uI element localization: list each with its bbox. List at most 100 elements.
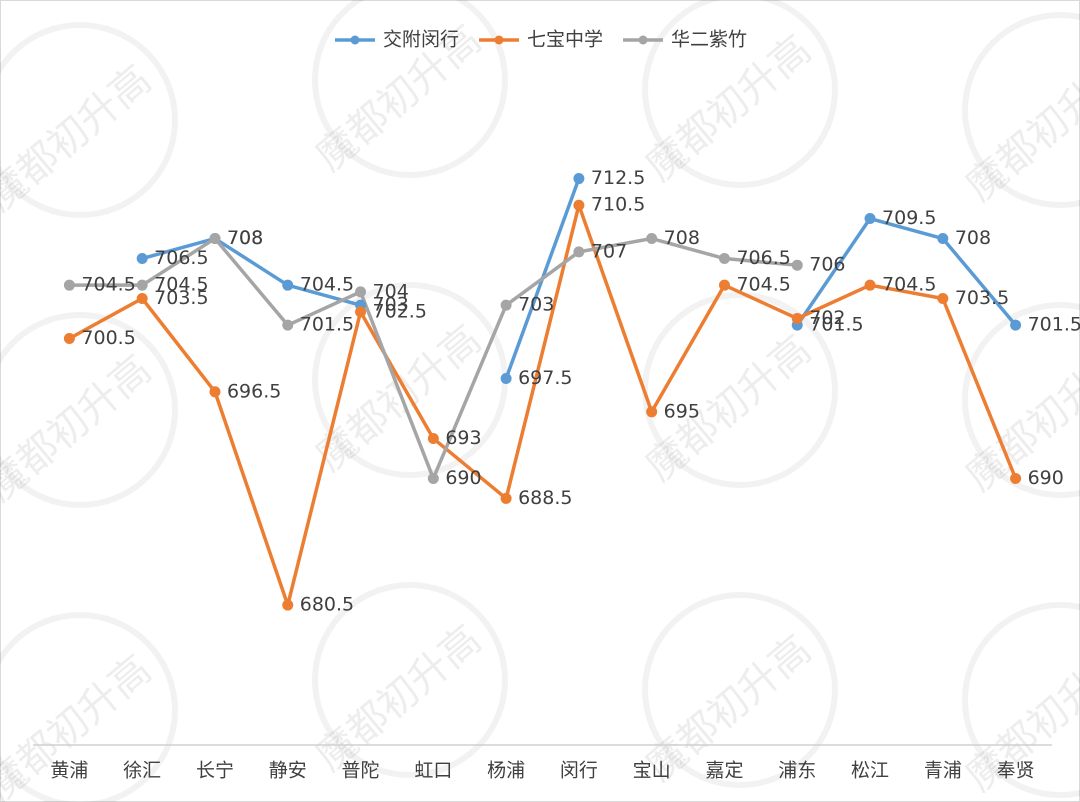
data-point bbox=[500, 492, 512, 504]
data-label: 700.5 bbox=[81, 327, 135, 349]
data-label: 708 bbox=[227, 227, 263, 249]
x-tick-label: 嘉定 bbox=[705, 760, 743, 782]
x-tick-label: 黄浦 bbox=[50, 760, 88, 782]
data-label: 712.5 bbox=[591, 167, 645, 189]
data-label: 703.5 bbox=[154, 287, 208, 309]
data-point bbox=[500, 299, 512, 311]
watermark-ring bbox=[962, 302, 1080, 498]
data-point bbox=[718, 279, 730, 291]
data-point bbox=[63, 332, 75, 344]
data-label: 703 bbox=[518, 294, 554, 316]
watermark-ring bbox=[312, 582, 508, 778]
data-label: 708 bbox=[955, 227, 991, 249]
data-point bbox=[646, 406, 658, 418]
legend-label: 华二紫竹 bbox=[671, 29, 747, 51]
data-label: 696.5 bbox=[227, 380, 281, 402]
data-point bbox=[209, 233, 221, 245]
x-tick-label: 奉贤 bbox=[997, 760, 1035, 782]
data-point bbox=[1010, 319, 1022, 331]
data-label: 704.5 bbox=[882, 274, 936, 296]
data-label: 693 bbox=[445, 427, 481, 449]
watermark-ring bbox=[312, 0, 508, 178]
data-label: 701.5 bbox=[1028, 314, 1080, 336]
data-label: 690 bbox=[445, 467, 481, 489]
data-label: 706.5 bbox=[736, 247, 790, 269]
legend-marker bbox=[350, 35, 360, 45]
data-point bbox=[282, 279, 294, 291]
data-point bbox=[646, 233, 658, 245]
x-tick-label: 闵行 bbox=[560, 760, 598, 782]
x-tick-label: 长宁 bbox=[196, 760, 234, 782]
data-point bbox=[355, 286, 367, 298]
data-point bbox=[136, 293, 148, 305]
legend-label: 七宝中学 bbox=[527, 29, 603, 51]
data-point bbox=[427, 472, 439, 484]
data-point bbox=[355, 306, 367, 318]
x-tick-label: 虹口 bbox=[414, 760, 452, 782]
data-label: 704.5 bbox=[736, 274, 790, 296]
data-point bbox=[937, 233, 949, 245]
data-label: 702.5 bbox=[373, 300, 427, 322]
x-tick-label: 普陀 bbox=[342, 760, 380, 782]
legend-label: 交附闵行 bbox=[383, 29, 459, 51]
series-line bbox=[68, 203, 1018, 607]
data-label: 710.5 bbox=[591, 194, 645, 216]
data-label: 702 bbox=[809, 307, 845, 329]
x-tick-label: 宝山 bbox=[633, 760, 671, 782]
data-point bbox=[209, 386, 221, 398]
data-point bbox=[136, 253, 148, 265]
data-label: 703.5 bbox=[955, 287, 1009, 309]
data-label: 688.5 bbox=[518, 487, 572, 509]
data-label: 706.5 bbox=[154, 247, 208, 269]
data-label: 704.5 bbox=[81, 274, 135, 296]
data-point bbox=[864, 279, 876, 291]
legend-marker bbox=[494, 35, 504, 45]
x-tick-label: 浦东 bbox=[778, 760, 816, 782]
data-label: 704 bbox=[373, 280, 409, 302]
data-point bbox=[500, 372, 512, 384]
data-point bbox=[427, 432, 439, 444]
data-label: 701.5 bbox=[300, 314, 354, 336]
data-point bbox=[864, 213, 876, 225]
watermark-ring bbox=[962, 602, 1080, 798]
watermark-ring bbox=[0, 612, 178, 802]
data-label: 704.5 bbox=[154, 274, 208, 296]
data-point bbox=[282, 319, 294, 331]
watermark-ring bbox=[642, 0, 838, 188]
watermark-ring bbox=[962, 12, 1080, 208]
data-point bbox=[282, 599, 294, 611]
data-point bbox=[937, 293, 949, 305]
data-label: 706 bbox=[809, 254, 845, 276]
x-tick-label: 杨浦 bbox=[487, 760, 525, 782]
watermark-ring bbox=[642, 592, 838, 788]
x-tick-label: 静安 bbox=[269, 760, 307, 782]
data-point bbox=[573, 199, 585, 211]
data-point bbox=[136, 279, 148, 291]
data-label: 690 bbox=[1028, 467, 1064, 489]
data-label: 697.5 bbox=[518, 367, 572, 389]
data-label: 704.5 bbox=[300, 274, 354, 296]
data-label: 695 bbox=[664, 400, 700, 422]
watermark-ring bbox=[0, 22, 178, 218]
data-point bbox=[718, 253, 730, 265]
data-label: 680.5 bbox=[300, 594, 354, 616]
data-label: 703 bbox=[373, 294, 409, 316]
x-tick-label: 徐汇 bbox=[123, 760, 161, 782]
data-label: 708 bbox=[664, 227, 700, 249]
data-label: 709.5 bbox=[882, 207, 936, 229]
legend-marker bbox=[638, 35, 648, 45]
data-point bbox=[791, 313, 803, 325]
data-point bbox=[1010, 472, 1022, 484]
data-point bbox=[63, 279, 75, 291]
data-label: 701.5 bbox=[809, 314, 863, 336]
x-tick-label: 松江 bbox=[851, 760, 889, 782]
x-tick-label: 青浦 bbox=[924, 760, 962, 782]
data-point bbox=[573, 246, 585, 258]
data-label: 708 bbox=[227, 227, 263, 249]
watermark-ring bbox=[0, 312, 178, 508]
data-point bbox=[791, 259, 803, 271]
data-label: 707 bbox=[591, 240, 627, 262]
data-point bbox=[573, 173, 585, 185]
